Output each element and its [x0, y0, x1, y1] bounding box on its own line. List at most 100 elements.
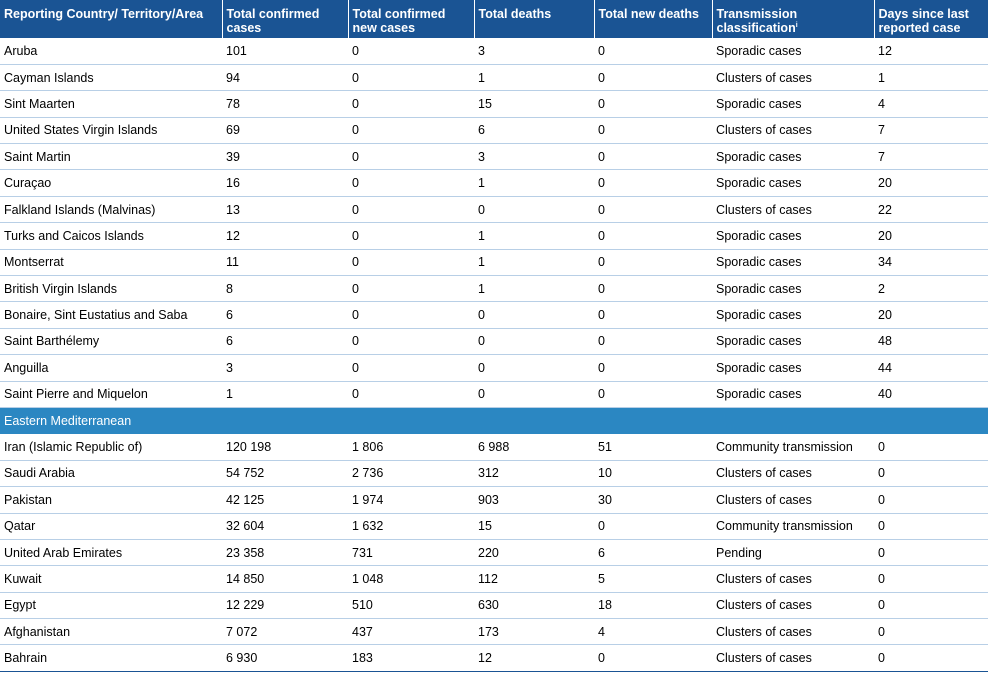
cell-total-confirmed: 120 198	[222, 433, 348, 461]
cell-total-confirmed: 32 604	[222, 513, 348, 540]
cell-transmission: Sporadic cases	[712, 143, 874, 171]
header-transmission-footnote-mark: i	[795, 21, 798, 29]
cell-total-new: 731	[348, 539, 474, 567]
cell-total-deaths: 12	[474, 644, 594, 672]
table-row: United Arab Emirates 23 358 731 220 6 Pending…	[0, 539, 988, 567]
cell-total-new: 0	[348, 381, 474, 408]
cell-total-deaths: 112	[474, 565, 594, 593]
cell-total-new-deaths: 0	[594, 249, 712, 277]
table-body: Aruba 101 0 3 0 Sporadic cases 12 Cayman Island…	[0, 38, 988, 672]
cell-days-since: 2	[874, 275, 988, 303]
cell-total-deaths: 1	[474, 169, 594, 197]
cell-days-since: 22	[874, 196, 988, 224]
cell-total-new-deaths: 4	[594, 618, 712, 646]
cell-country: Saint Barthélemy	[0, 328, 222, 356]
table-row: Turks and Caicos Islands 12 0 1 0 Sporadic ca…	[0, 222, 988, 250]
cell-total-deaths: 903	[474, 486, 594, 514]
cell-days-since: 7	[874, 143, 988, 171]
header-country: Reporting Country/ Territory/Area	[0, 0, 222, 38]
cell-total-deaths: 0	[474, 196, 594, 224]
cell-transmission: Clusters of cases	[712, 618, 874, 646]
cell-total-confirmed: 16	[222, 169, 348, 197]
cell-days-since: 20	[874, 169, 988, 197]
cell-country: Aruba	[0, 38, 222, 65]
cell-days-since: 34	[874, 249, 988, 277]
cell-transmission: Sporadic cases	[712, 90, 874, 118]
cell-transmission: Sporadic cases	[712, 381, 874, 408]
cell-transmission: Sporadic cases	[712, 301, 874, 329]
cell-total-new: 1 974	[348, 486, 474, 514]
cell-country: Saudi Arabia	[0, 460, 222, 488]
cell-total-new: 183	[348, 644, 474, 672]
cell-total-confirmed: 1	[222, 381, 348, 408]
header-days-since: Days since last reported case	[873, 0, 988, 38]
cell-total-new-deaths: 0	[594, 513, 712, 540]
cell-transmission: Sporadic cases	[712, 222, 874, 250]
cell-total-new-deaths: 0	[594, 143, 712, 171]
region-row: Eastern Mediterranean	[0, 407, 988, 435]
table-row: United States Virgin Islands 69 0 6 0 Cluster…	[0, 117, 988, 145]
cell-total-new: 0	[348, 196, 474, 224]
cell-country: Falkland Islands (Malvinas)	[0, 196, 222, 224]
cell-total-new-deaths: 0	[594, 381, 712, 408]
cell-days-since: 0	[874, 486, 988, 514]
cell-total-deaths: 1	[474, 222, 594, 250]
table-row: Bahrain 6 930 183 12 0 Clusters of cases 0	[0, 644, 988, 672]
table-header: Reporting Country/ Territory/Area Total …	[0, 0, 988, 38]
cell-days-since: 40	[874, 381, 988, 408]
cell-total-deaths: 173	[474, 618, 594, 646]
table-row: Bonaire, Sint Eustatius and Saba 6 0 0 0 Spor…	[0, 301, 988, 329]
header-total-deaths: Total deaths	[473, 0, 594, 38]
cell-total-new-deaths: 0	[594, 301, 712, 329]
covid-situation-table: Reporting Country/ Territory/Area Total …	[0, 0, 988, 672]
cell-total-deaths: 0	[474, 381, 594, 408]
cell-transmission: Sporadic cases	[712, 354, 874, 382]
cell-total-new: 0	[348, 38, 474, 65]
cell-total-deaths: 15	[474, 90, 594, 118]
cell-transmission: Community transmission	[712, 433, 874, 461]
cell-days-since: 48	[874, 328, 988, 356]
cell-total-confirmed: 12	[222, 222, 348, 250]
cell-total-new-deaths: 0	[594, 38, 712, 65]
cell-total-confirmed: 78	[222, 90, 348, 118]
cell-days-since: 0	[874, 513, 988, 540]
cell-transmission: Clusters of cases	[712, 592, 874, 620]
cell-total-confirmed: 39	[222, 143, 348, 171]
cell-total-deaths: 0	[474, 301, 594, 329]
cell-days-since: 12	[874, 38, 988, 65]
cell-total-new: 0	[348, 117, 474, 145]
cell-days-since: 4	[874, 90, 988, 118]
cell-transmission: Clusters of cases	[712, 460, 874, 488]
cell-total-new: 0	[348, 328, 474, 356]
cell-total-new: 0	[348, 169, 474, 197]
cell-total-new-deaths: 0	[594, 644, 712, 672]
cell-total-new: 0	[348, 64, 474, 92]
cell-total-new: 0	[348, 143, 474, 171]
cell-days-since: 7	[874, 117, 988, 145]
cell-days-since: 0	[874, 618, 988, 646]
cell-total-deaths: 1	[474, 275, 594, 303]
table-row: Cayman Islands 94 0 1 0 Clusters of cases 1	[0, 64, 988, 92]
cell-transmission: Sporadic cases	[712, 38, 874, 65]
table-row: Iran (Islamic Republic of) 120 198 1 806 6 …	[0, 433, 988, 461]
cell-total-new: 0	[348, 222, 474, 250]
cell-transmission: Sporadic cases	[712, 275, 874, 303]
cell-country: Iran (Islamic Republic of)	[0, 433, 222, 461]
table-row: Aruba 101 0 3 0 Sporadic cases 12	[0, 38, 988, 65]
table-row: British Virgin Islands 8 0 1 0 Sporadic cases…	[0, 275, 988, 303]
table-row: Kuwait 14 850 1 048 112 5 Clusters of cases 0	[0, 565, 988, 593]
cell-country: Montserrat	[0, 249, 222, 277]
cell-transmission: Sporadic cases	[712, 249, 874, 277]
cell-total-new-deaths: 0	[594, 222, 712, 250]
cell-transmission: Clusters of cases	[712, 117, 874, 145]
cell-total-new-deaths: 30	[594, 486, 712, 514]
table-row: Afghanistan 7 072 437 173 4 Clusters of cases…	[0, 618, 988, 646]
cell-country: Qatar	[0, 513, 222, 540]
cell-total-new: 0	[348, 90, 474, 118]
table-row: Anguilla 3 0 0 0 Sporadic cases 44	[0, 354, 988, 382]
cell-days-since: 0	[874, 644, 988, 672]
cell-transmission: Sporadic cases	[712, 169, 874, 197]
table-row: Qatar 32 604 1 632 15 0 Community transmissio…	[0, 513, 988, 540]
cell-country: Bonaire, Sint Eustatius and Saba	[0, 301, 222, 329]
cell-country: Egypt	[0, 592, 222, 620]
